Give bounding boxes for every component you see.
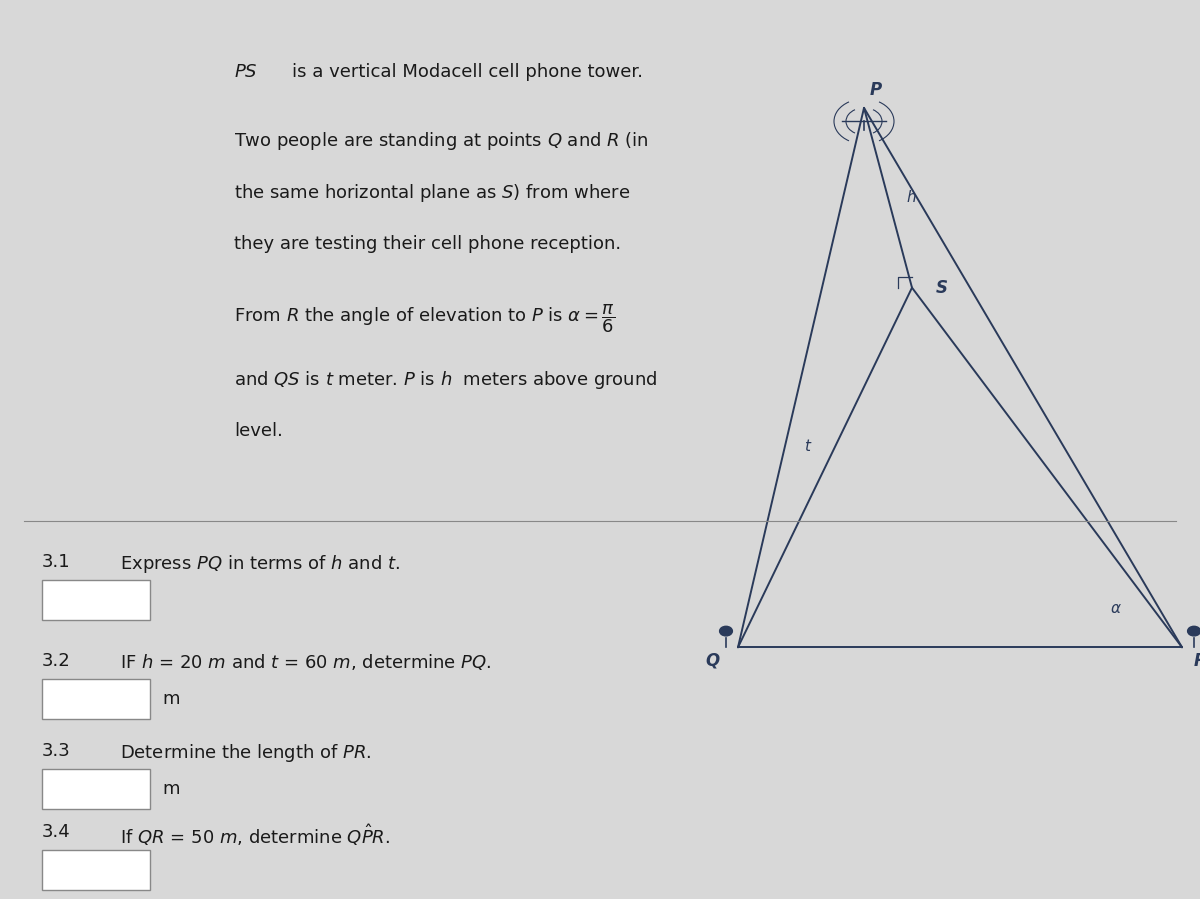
Text: Determine the length of $\mathit{PR}$.: Determine the length of $\mathit{PR}$.	[120, 742, 372, 763]
Text: S: S	[936, 279, 948, 297]
Text: If $\mathit{QR}$ = 50 $\mathit{m}$, determine $Q\hat{P}R$.: If $\mathit{QR}$ = 50 $\mathit{m}$, dete…	[120, 823, 390, 849]
Text: 3.1: 3.1	[42, 553, 71, 571]
Text: level.: level.	[234, 422, 283, 440]
Text: t: t	[804, 439, 810, 454]
Text: IF $\mathit{h}$ = 20 $\mathit{m}$ and $\mathit{t}$ = 60 $\mathit{m}$, determine : IF $\mathit{h}$ = 20 $\mathit{m}$ and $\…	[120, 652, 492, 672]
Text: 3.4: 3.4	[42, 823, 71, 841]
Circle shape	[720, 627, 732, 636]
FancyBboxPatch shape	[42, 850, 150, 890]
Text: 3.3: 3.3	[42, 742, 71, 760]
Text: 3.2: 3.2	[42, 652, 71, 670]
Text: α: α	[1111, 601, 1121, 616]
FancyBboxPatch shape	[42, 679, 150, 719]
FancyBboxPatch shape	[42, 580, 150, 620]
Text: From $\mathit{R}$ the angle of elevation to $\mathit{P}$ is $\alpha = \dfrac{\pi: From $\mathit{R}$ the angle of elevation…	[234, 302, 616, 334]
Text: m: m	[162, 690, 180, 708]
Text: and $\mathit{QS}$ is $\mathit{t}$ meter. $\mathit{P}$ is $\mathit{h}$  meters ab: and $\mathit{QS}$ is $\mathit{t}$ meter.…	[234, 369, 658, 391]
Text: Two people are standing at points $\mathit{Q}$ and $\mathit{R}$ (in: Two people are standing at points $\math…	[234, 130, 649, 152]
Text: R: R	[1194, 652, 1200, 670]
Text: m: m	[162, 779, 180, 798]
Text: they are testing their cell phone reception.: they are testing their cell phone recept…	[234, 235, 622, 253]
Text: is a vertical Modacell cell phone tower.: is a vertical Modacell cell phone tower.	[292, 63, 643, 81]
Text: Express $\mathit{PQ}$ in terms of $\mathit{h}$ and $\mathit{t}$.: Express $\mathit{PQ}$ in terms of $\math…	[120, 553, 400, 574]
FancyBboxPatch shape	[42, 769, 150, 809]
Text: the same horizontal plane as $\mathit{S}$) from where: the same horizontal plane as $\mathit{S}…	[234, 182, 630, 204]
Circle shape	[1188, 627, 1200, 636]
Text: P: P	[870, 81, 882, 99]
Text: Q: Q	[706, 652, 720, 670]
Text: h: h	[906, 191, 916, 205]
Text: $\mathit{PS}$: $\mathit{PS}$	[234, 63, 258, 81]
